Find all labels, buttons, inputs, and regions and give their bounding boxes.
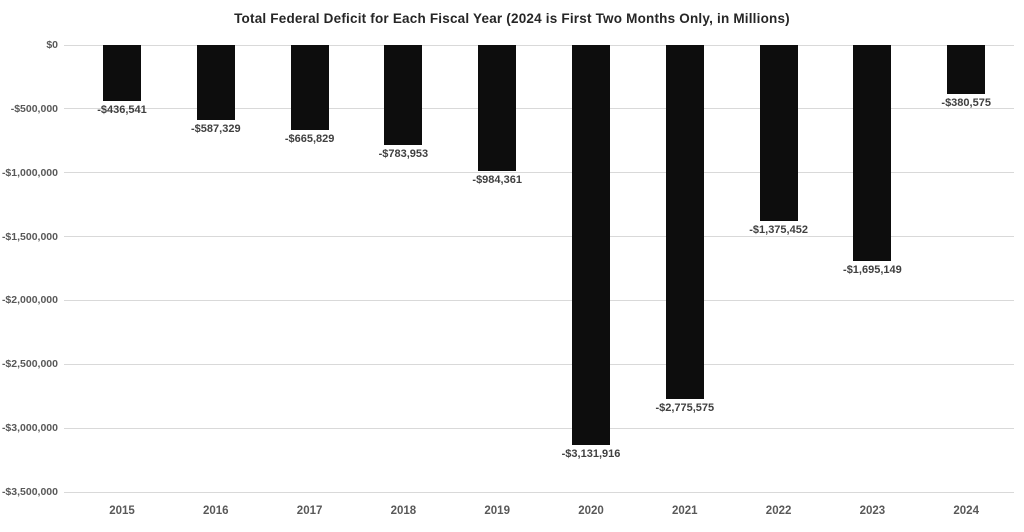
bar-2023 xyxy=(853,45,892,262)
bar-value-label-2022: -$1,375,452 xyxy=(749,223,808,236)
y-axis-tick-label: -$500,000 xyxy=(10,102,58,115)
x-axis-label-2020: 2020 xyxy=(578,505,604,517)
bar-2017 xyxy=(290,45,329,131)
x-axis-label-2024: 2024 xyxy=(953,505,979,517)
gridline xyxy=(64,236,1014,238)
bar-2024 xyxy=(947,45,986,94)
bar-value-label-2020: -$3,131,916 xyxy=(561,447,621,460)
x-axis-label-2017: 2017 xyxy=(296,505,323,517)
bar-value-label-2017: -$665,829 xyxy=(284,133,335,146)
bar-value-label-2024: -$380,575 xyxy=(941,96,991,109)
bar-value-label-2019: -$984,361 xyxy=(472,173,522,186)
bar-2018 xyxy=(384,45,423,146)
bar-2016 xyxy=(196,45,235,120)
bar-value-label-2016: -$587,329 xyxy=(191,123,241,135)
gridline xyxy=(64,363,1014,365)
y-axis-tick-label: -$3,500,000 xyxy=(1,486,58,498)
y-axis-tick-label: -$1,500,000 xyxy=(1,230,58,243)
y-axis-tick-label: -$2,500,000 xyxy=(1,358,58,371)
gridline xyxy=(64,491,1014,493)
y-axis-tick-label: -$3,000,000 xyxy=(1,422,58,435)
gridline xyxy=(64,172,1014,174)
x-axis-label-2021: 2021 xyxy=(672,505,698,517)
x-axis-label-2018: 2018 xyxy=(390,505,417,517)
bar-value-label-2023: -$1,695,149 xyxy=(843,264,902,277)
bar-2015 xyxy=(103,45,141,101)
bar-value-label-2018: -$783,953 xyxy=(378,148,429,161)
x-axis-label-2015: 2015 xyxy=(109,505,135,517)
bar-2020 xyxy=(572,45,610,445)
bar-value-label-2021: -$2,775,575 xyxy=(655,402,715,415)
gridline xyxy=(64,427,1014,429)
y-axis-tick-label: $0 xyxy=(46,39,58,51)
gridline xyxy=(64,299,1014,301)
bar-2019 xyxy=(478,45,517,171)
x-axis-label-2019: 2019 xyxy=(484,505,510,517)
bar-2021 xyxy=(665,45,704,400)
x-axis-label-2023: 2023 xyxy=(859,505,886,517)
chart-title: Total Federal Deficit for Each Fiscal Ye… xyxy=(234,11,790,26)
bar-2022 xyxy=(759,45,798,221)
x-axis-label-2022: 2022 xyxy=(765,505,792,517)
bar-value-label-2015: -$436,541 xyxy=(97,103,147,116)
gridline xyxy=(64,108,1014,110)
y-axis-tick-label: -$1,000,000 xyxy=(1,166,58,179)
x-axis-label-2016: 2016 xyxy=(203,505,229,517)
y-axis-tick-label: -$2,000,000 xyxy=(1,294,58,307)
gridline xyxy=(64,44,1014,46)
